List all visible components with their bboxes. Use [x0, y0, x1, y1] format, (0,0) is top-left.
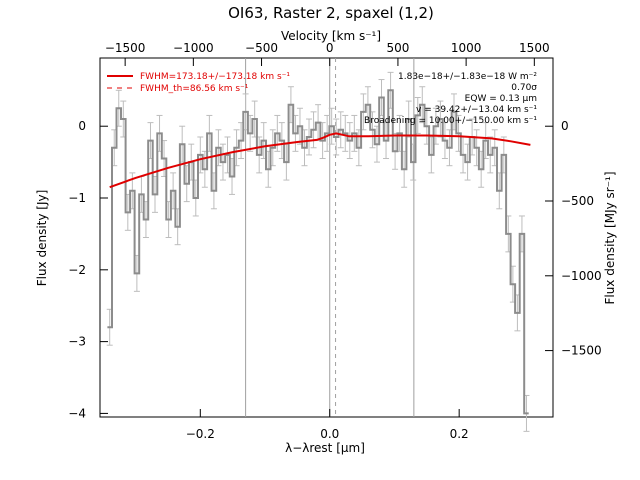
y-tick-label-2: −2: [68, 263, 86, 277]
error-bars: [106, 71, 530, 432]
top-tick-label-6: 1500: [519, 41, 550, 55]
annotation-broadening: Broadening = 10.00+/−150.00 km s⁻¹: [364, 116, 537, 126]
fit-annotations: 1.83e−18+/−1.83e−18 W m⁻² 0.70σ EQW = 0.…: [364, 72, 537, 126]
legend-entry-fwhm-th: FWHM_th=86.56 km s⁻¹: [140, 84, 249, 94]
annotation-velocity: v = 39.42+/−13.04 km s⁻¹: [416, 105, 537, 115]
top-tick-label-2: −500: [245, 41, 278, 55]
legend: FWHM=173.18+/−173.18 km s⁻¹ FWHM_th=86.5…: [107, 72, 290, 94]
y-tick-label-0: −4: [68, 406, 86, 420]
plot-frame: [99, 57, 554, 418]
top-tick-label-4: 500: [386, 41, 409, 55]
annotation-eqw: EQW = 0.13 μm: [465, 94, 537, 104]
y2-axis-label: Flux density [MJy sr⁻¹]: [603, 171, 617, 304]
x-tick-label-1: 0.0: [320, 427, 339, 441]
y-tick-label-3: −1: [68, 191, 86, 205]
data-series-line: [107, 89, 529, 415]
top-tick-label-3: 0: [326, 41, 334, 55]
y2-tick-label-1: −500: [561, 194, 594, 208]
top-tick-label-1: −1000: [173, 41, 214, 55]
annotation-line-flux: 1.83e−18+/−1.83e−18 W m⁻²: [398, 72, 537, 82]
legend-entry-fwhm: FWHM=173.18+/−173.18 km s⁻¹: [140, 72, 290, 82]
top-tick-label-5: 1000: [451, 41, 482, 55]
chart-title: OI63, Raster 2, spaxel (1,2): [228, 4, 434, 22]
y-axis-label: Flux density [Jy]: [35, 190, 49, 287]
y2-tick-label-0: 0: [561, 119, 569, 133]
y-tick-label-4: 0: [78, 119, 86, 133]
x-axis-label: λ−λrest [μm]: [285, 441, 365, 455]
x-tick-label-2: 0.2: [450, 427, 469, 441]
annotation-significance: 0.70σ: [511, 83, 537, 93]
fit-series-line: [109, 132, 531, 189]
top-axis-label: Velocity [km s⁻¹]: [281, 29, 381, 43]
y-tick-label-1: −3: [68, 335, 86, 349]
y2-tick-label-2: −1000: [561, 269, 602, 283]
x-tick-label-0: −0.2: [186, 427, 215, 441]
top-tick-label-0: −1500: [105, 41, 146, 55]
axis-ticks: −0.2 0.0 0.2 −4 −3 −2 −1 0 −1500 −1000 −500 0 500 100…: [68, 41, 601, 441]
y2-tick-label-3: −1500: [561, 344, 602, 358]
